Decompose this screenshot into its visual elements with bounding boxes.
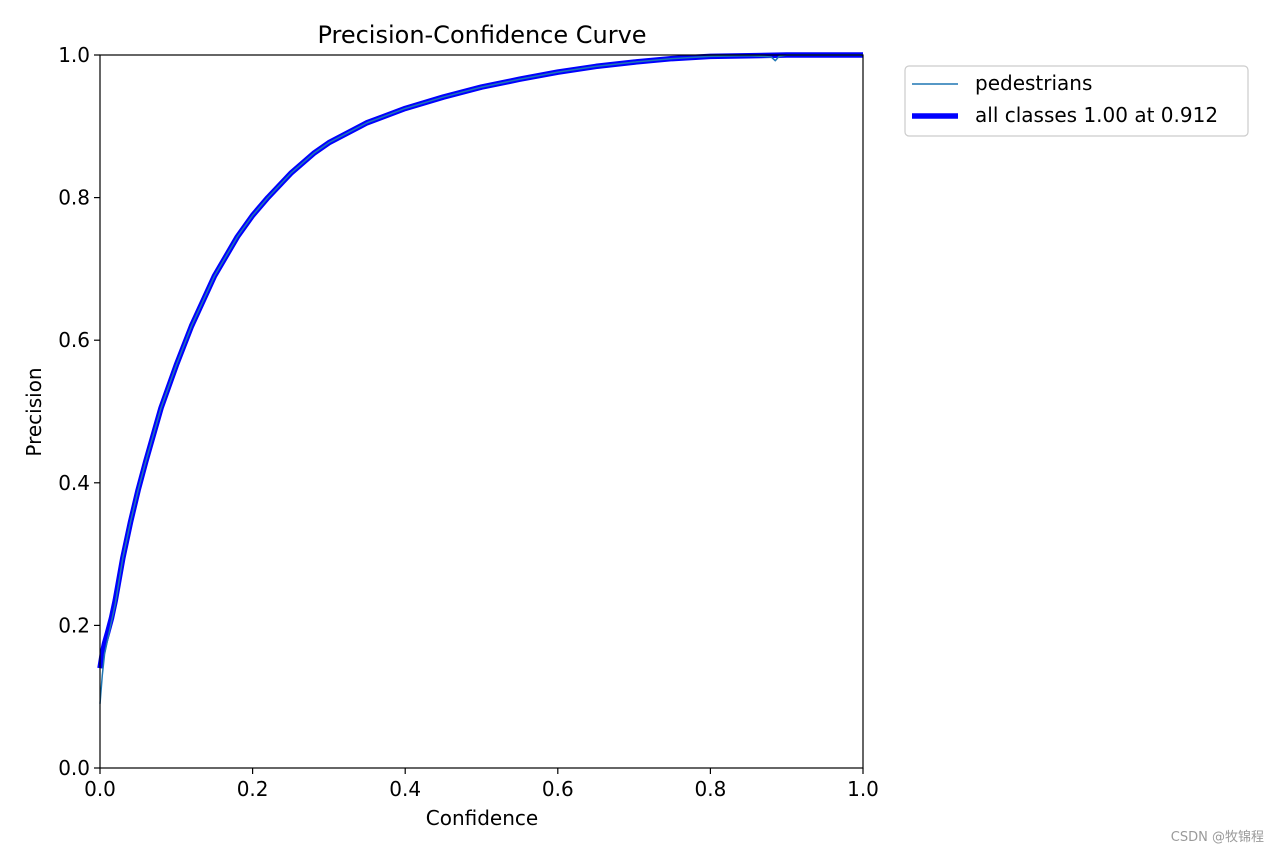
watermark-text: CSDN @牧锦程 xyxy=(1170,830,1264,845)
series-line-pedestrians xyxy=(99,54,863,704)
x-tick-label: 0.8 xyxy=(694,777,726,801)
y-axis-ticks: 0.0 0.2 0.4 0.6 0.8 1.0 xyxy=(58,43,100,780)
y-tick-label: 0.2 xyxy=(58,613,90,637)
plot-area xyxy=(100,55,863,768)
x-tick-label: 0.2 xyxy=(237,777,269,801)
y-tick-label: 1.0 xyxy=(58,43,90,67)
series-layer xyxy=(97,52,863,704)
legend-label-all-classes: all classes 1.00 at 0.912 xyxy=(975,103,1218,127)
plot-frame xyxy=(99,54,864,769)
x-tick-label: 1.0 xyxy=(847,777,879,801)
y-tick-label: 0.6 xyxy=(58,328,90,352)
chart-title: Precision-Confidence Curve xyxy=(317,21,646,49)
x-tick-label: 0.6 xyxy=(542,777,574,801)
x-tick-label: 0.0 xyxy=(84,777,116,801)
legend-label-pedestrians: pedestrians xyxy=(975,71,1092,95)
x-axis-ticks: 0.0 0.2 0.4 0.6 0.8 1.0 xyxy=(84,768,879,801)
y-axis-label: Precision xyxy=(22,367,46,456)
y-tick-label: 0.8 xyxy=(58,186,90,210)
y-tick-label: 0.4 xyxy=(58,471,90,495)
legend-frame xyxy=(904,65,1249,137)
y-tick-label: 0.0 xyxy=(58,756,90,780)
x-tick-label: 0.4 xyxy=(389,777,421,801)
legend: pedestrians all classes 1.00 at 0.912 xyxy=(904,65,1249,137)
x-axis-label: Confidence xyxy=(426,806,538,830)
